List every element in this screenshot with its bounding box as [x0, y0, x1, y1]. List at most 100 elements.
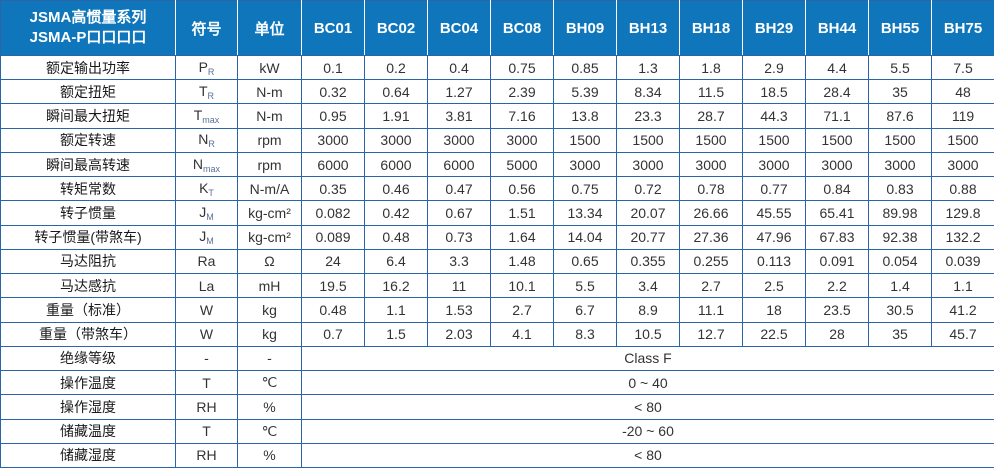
value-cell: 1500 [805, 127, 869, 153]
symbol-cell: JM [175, 200, 238, 226]
merged-value-cell: -20 ~ 60 [301, 418, 994, 444]
unit-cell: N-m [237, 103, 302, 129]
value-cell: 0.2 [364, 54, 428, 81]
value-cell: 0.089 [301, 224, 365, 250]
value-cell: 18 [742, 297, 806, 323]
model-column-header: BC08 [490, 0, 554, 56]
value-cell: 0.113 [742, 248, 806, 275]
value-cell: 35 [868, 79, 932, 105]
row-label: 转矩常数 [0, 176, 176, 202]
value-cell: 0.75 [553, 176, 617, 202]
row-label: 操作湿度 [0, 394, 176, 420]
row-label: 重量（带煞车） [0, 321, 176, 347]
series-title-header: JSMA高惯量系列 JSMA-P口口口口 [0, 0, 176, 56]
symbol-cell: RH [175, 394, 238, 420]
value-cell: 67.83 [805, 224, 869, 250]
symbol-cell: T [175, 418, 238, 444]
value-cell: 1500 [931, 127, 994, 153]
value-cell: 1.5 [364, 321, 428, 347]
value-cell: 14.04 [553, 224, 617, 250]
row-label: 储藏温度 [0, 418, 176, 444]
row-label: 绝缘等级 [0, 345, 176, 372]
value-cell: 3000 [490, 127, 554, 153]
unit-cell: rpm [237, 151, 302, 178]
table-body: 额定输出功率 PR kW 0.1 0.2 0.4 0.75 0.85 1.3 1.8 2.9 4.4 5… [0, 54, 994, 468]
value-cell: 3000 [679, 151, 743, 178]
value-cell: 8.9 [616, 297, 680, 323]
value-cell: 1500 [742, 127, 806, 153]
table-row: 转矩常数 KT N-m/A 0.35 0.46 0.47 0.56 0.75 0.72 0.78 0… [0, 176, 994, 202]
value-cell: 3000 [931, 151, 994, 178]
unit-cell: ℃ [237, 370, 302, 396]
value-cell: 23.5 [805, 297, 869, 323]
table-row: 马达感抗 La mH 19.5 16.2 11 10.1 5.5 3.4 2.7 2.5 2.2 1.4… [0, 273, 994, 299]
value-cell: 3000 [553, 151, 617, 178]
symbol-cell: TR [175, 79, 238, 105]
value-cell: 28.4 [805, 79, 869, 105]
value-cell: 12.7 [679, 321, 743, 347]
value-cell: 0.255 [679, 248, 743, 275]
value-cell: 1500 [616, 127, 680, 153]
value-cell: 132.2 [931, 224, 994, 250]
unit-cell: kg-cm² [237, 224, 302, 250]
table-row: 马达阻抗 Ra Ω 24 6.4 3.3 1.48 0.65 0.355 0.255 0.113 0.… [0, 248, 994, 275]
value-cell: 3000 [427, 127, 491, 153]
value-cell: 89.98 [868, 200, 932, 226]
value-cell: 0.85 [553, 54, 617, 81]
value-cell: 6000 [301, 151, 365, 178]
value-cell: 2.9 [742, 54, 806, 81]
value-cell: 47.96 [742, 224, 806, 250]
row-label: 操作温度 [0, 370, 176, 396]
symbol-cell: - [175, 345, 238, 372]
value-cell: 1.8 [679, 54, 743, 81]
value-cell: 22.5 [742, 321, 806, 347]
model-column-header: BH75 [931, 0, 994, 56]
model-column-header: BH13 [616, 0, 680, 56]
merged-value-cell: Class F [301, 345, 994, 372]
value-cell: 0.35 [301, 176, 365, 202]
table-row: 储藏湿度 RH% < 80 [0, 442, 994, 468]
symbol-cell: PR [175, 54, 238, 81]
value-cell: 3000 [301, 127, 365, 153]
value-cell: 4.4 [805, 54, 869, 81]
value-cell: 87.6 [868, 103, 932, 129]
value-cell: 0.1 [301, 54, 365, 81]
value-cell: 2.03 [427, 321, 491, 347]
value-cell: 2.7 [679, 273, 743, 299]
value-cell: 0.84 [805, 176, 869, 202]
model-column-header: BH18 [679, 0, 743, 56]
symbol-column-header: 符号 [175, 0, 238, 56]
value-cell: 0.48 [301, 297, 365, 323]
value-cell: 92.38 [868, 224, 932, 250]
value-cell: 0.48 [364, 224, 428, 250]
value-cell: 1.48 [490, 248, 554, 275]
symbol-cell: KT [175, 176, 238, 202]
row-label: 瞬间最高转速 [0, 151, 176, 178]
value-cell: 23.3 [616, 103, 680, 129]
value-cell: 1.53 [427, 297, 491, 323]
unit-cell: % [237, 394, 302, 420]
model-column-header: BH44 [805, 0, 869, 56]
symbol-cell: RH [175, 442, 238, 468]
table-row: 操作温度 T ℃ 0 ~ 40 [0, 370, 994, 396]
value-cell: 16.2 [364, 273, 428, 299]
value-cell: 0.039 [931, 248, 994, 275]
value-cell: 6000 [364, 151, 428, 178]
table-row: 绝缘等级 - - Class F [0, 345, 994, 372]
value-cell: 20.77 [616, 224, 680, 250]
value-cell: 26.66 [679, 200, 743, 226]
value-cell: 0.72 [616, 176, 680, 202]
value-cell: 65.41 [805, 200, 869, 226]
value-cell: 45.55 [742, 200, 806, 226]
unit-cell: N-m [237, 79, 302, 105]
value-cell: 1500 [679, 127, 743, 153]
value-cell: 0.4 [427, 54, 491, 81]
value-cell: 2.5 [742, 273, 806, 299]
value-cell: 1.64 [490, 224, 554, 250]
value-cell: 71.1 [805, 103, 869, 129]
value-cell: 1.1 [931, 273, 994, 299]
value-cell: 2.7 [490, 297, 554, 323]
symbol-cell: JM [175, 224, 238, 250]
